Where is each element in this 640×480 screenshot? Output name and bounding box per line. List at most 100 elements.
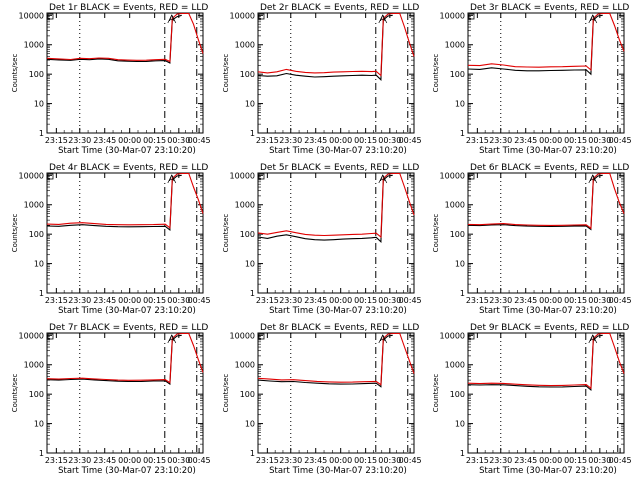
x-tick-label: 00:45: [399, 136, 422, 145]
x-tick-label: 00:45: [188, 136, 211, 145]
x-tick-label: 23:15: [466, 456, 489, 465]
x-tick-label: 00:30: [167, 296, 190, 305]
x-tick-label: 00:45: [188, 456, 211, 465]
y-tick-label: 1: [250, 449, 255, 458]
chart-title: Det 1r BLACK = Events, RED = LLD: [49, 3, 208, 13]
y-tick-label: 10: [245, 100, 255, 109]
x-tick-label: 23:45: [514, 296, 537, 305]
series-line-lld: [467, 332, 625, 390]
corner-marker-box: [47, 173, 54, 180]
x-tick-label: 00:00: [329, 456, 352, 465]
attenuator-marker-triangle: [378, 334, 388, 344]
y-axis-label: Counts/sec: [222, 54, 230, 93]
attenuator-marker-triangle: [588, 334, 598, 344]
x-tick-label: 23:15: [45, 456, 68, 465]
series-line-events: [257, 14, 393, 81]
series-line-lld: [46, 172, 204, 229]
y-tick-label: 1: [39, 129, 44, 138]
y-tick-label: 100: [240, 230, 255, 239]
y-tick-label: 1000: [445, 361, 465, 370]
plot-frame: [46, 332, 204, 454]
panel-det-5: Det 5r BLACK = Events, RED = LLD 1 10 100 10…: [222, 163, 422, 316]
y-tick-label: 10: [34, 100, 44, 109]
y-tick-label: 10: [245, 420, 255, 429]
y-axis-label: Counts/sec: [11, 374, 19, 413]
x-tick-label: 00:00: [118, 296, 141, 305]
x-tick-label: 00:45: [399, 456, 422, 465]
y-tick-label: 1: [250, 289, 255, 298]
x-tick-label: 23:45: [93, 296, 116, 305]
y-tick-label: 10000: [230, 331, 255, 340]
chart-title: Det 3r BLACK = Events, RED = LLD: [470, 3, 629, 13]
series-line-lld: [257, 172, 415, 239]
x-tick-label: 00:15: [564, 296, 587, 305]
panel-det-2: Det 2r BLACK = Events, RED = LLD 1 10 100 10…: [222, 3, 422, 156]
x-tick-label: 23:30: [68, 136, 91, 145]
x-tick-label: 23:45: [514, 456, 537, 465]
y-axis-label: Counts/sec: [11, 214, 19, 253]
series-line-events: [46, 334, 182, 386]
x-tick-label: 00:30: [378, 296, 401, 305]
corner-marker-box: [47, 13, 54, 20]
corner-marker-box: [258, 13, 265, 20]
x-tick-label: 00:30: [378, 456, 401, 465]
y-tick-label: 10000: [19, 11, 44, 20]
chart-title: Det 8r BLACK = Events, RED = LLD: [260, 323, 419, 333]
x-tick-label: 23:30: [489, 296, 512, 305]
y-axis-label: Counts/sec: [11, 54, 19, 93]
x-axis-label: Start Time (30-Mar-07 23:10:20): [269, 306, 407, 316]
y-tick-label: 10000: [440, 171, 465, 180]
x-tick-label: 23:45: [93, 136, 116, 145]
x-tick-label: 23:15: [466, 296, 489, 305]
y-tick-label: 10: [34, 260, 44, 269]
y-tick-label: 1000: [445, 201, 465, 210]
plot-frame: [46, 172, 204, 294]
y-tick-label: 1000: [235, 41, 255, 50]
y-axis-label: Counts/sec: [222, 374, 230, 413]
attenuator-marker-label: A: [590, 174, 596, 183]
x-tick-label: 00:00: [118, 456, 141, 465]
x-tick-label: 00:30: [588, 296, 611, 305]
panel-det-1: Det 1r BLACK = Events, RED = LLD 1 10 100 10…: [11, 3, 211, 156]
series-line-lld: [467, 172, 625, 230]
attenuator-marker-label: A: [590, 334, 596, 343]
corner-marker-box: [47, 333, 54, 340]
corner-marker-box: [258, 173, 265, 180]
y-tick-label: 1: [460, 129, 465, 138]
y-tick-label: 10: [455, 260, 465, 269]
x-tick-label: 00:00: [539, 296, 562, 305]
panel-det-9: Det 9r BLACK = Events, RED = LLD 1 10 100 10…: [432, 323, 632, 476]
y-tick-label: 10000: [19, 331, 44, 340]
y-tick-label: 100: [29, 70, 44, 79]
x-tick-label: 00:45: [399, 296, 422, 305]
y-tick-label: 10000: [230, 171, 255, 180]
attenuator-marker-triangle: [378, 174, 388, 184]
x-tick-label: 00:00: [118, 136, 141, 145]
x-axis-label: Start Time (30-Mar-07 23:10:20): [58, 306, 196, 316]
x-tick-label: 23:30: [489, 456, 512, 465]
x-tick-label: 23:30: [279, 456, 302, 465]
x-tick-label: 00:15: [564, 456, 587, 465]
series-line-events: [46, 14, 182, 64]
x-tick-label: 00:15: [354, 136, 377, 145]
y-axis-label: Counts/sec: [432, 374, 440, 413]
y-axis-label: Counts/sec: [432, 214, 440, 253]
attenuator-marker-triangle: [378, 14, 388, 24]
attenuator-marker-triangle: [588, 174, 598, 184]
corner-marker-box: [258, 333, 265, 340]
x-tick-label: 00:15: [143, 456, 166, 465]
x-tick-label: 00:30: [167, 456, 190, 465]
y-axis-label: Counts/sec: [432, 54, 440, 93]
x-tick-label: 00:30: [588, 456, 611, 465]
x-tick-label: 00:30: [378, 136, 401, 145]
x-tick-label: 00:00: [539, 456, 562, 465]
series-line-lld: [46, 12, 204, 63]
chart-title: Det 2r BLACK = Events, RED = LLD: [260, 3, 419, 13]
y-tick-label: 1: [460, 449, 465, 458]
x-axis-label: Start Time (30-Mar-07 23:10:20): [269, 146, 407, 156]
x-tick-label: 23:45: [304, 296, 327, 305]
chart-title: Det 4r BLACK = Events, RED = LLD: [49, 163, 208, 173]
attenuator-marker-triangle: [167, 174, 177, 184]
x-tick-label: 23:15: [256, 136, 279, 145]
plot-frame: [467, 12, 625, 134]
